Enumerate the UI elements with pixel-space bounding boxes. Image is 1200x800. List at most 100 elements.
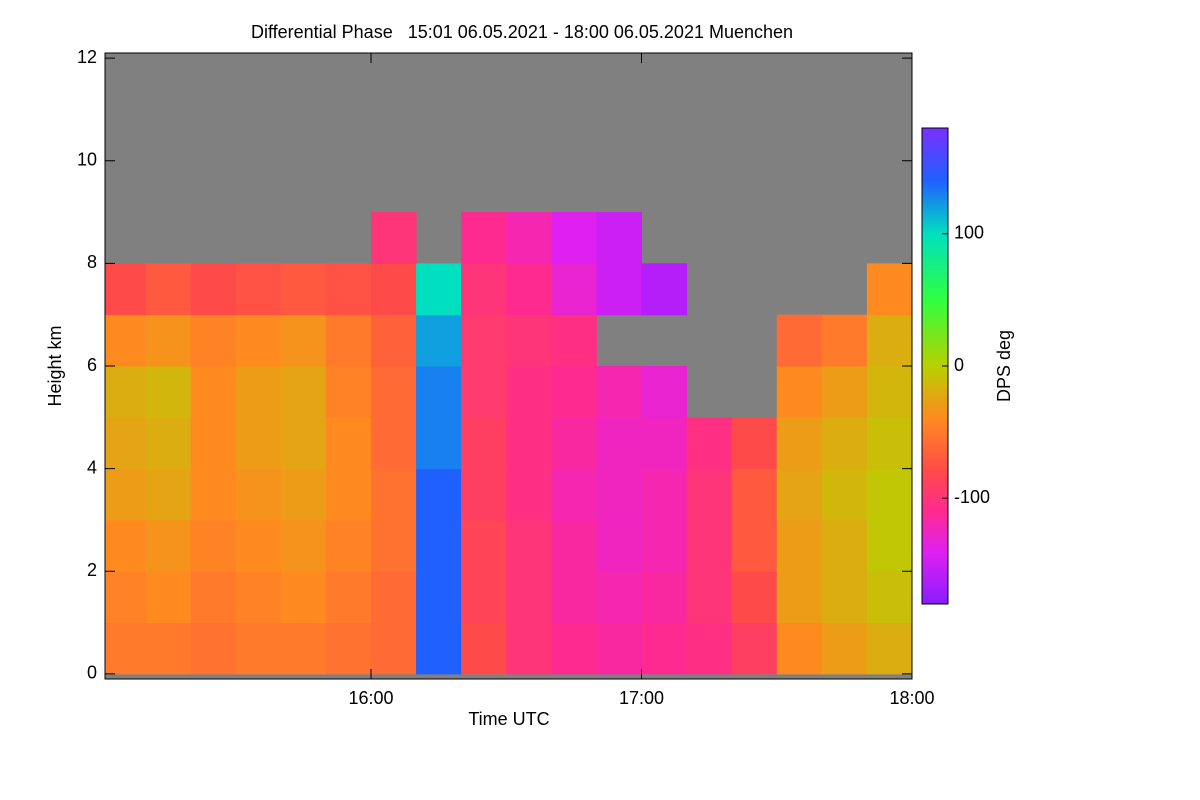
heatmap-cell	[145, 417, 192, 470]
heatmap-cell	[506, 417, 552, 470]
heatmap-cell	[325, 468, 372, 521]
heatmap-cell	[370, 314, 417, 367]
heatmap-cell	[370, 263, 417, 316]
heatmap-cell	[731, 468, 778, 521]
heatmap-cell	[325, 314, 372, 367]
y-tick-label: 4	[87, 457, 97, 477]
heatmap-cell	[866, 314, 913, 367]
heatmap-cell	[190, 314, 237, 367]
heatmap-cell	[596, 212, 642, 264]
colorbar-label: DPS deg	[994, 330, 1014, 402]
heatmap-cell	[461, 468, 507, 521]
heatmap-cell	[235, 468, 282, 521]
heatmap-cell	[731, 519, 778, 572]
heatmap-cell	[235, 314, 282, 367]
heatmap-cell	[235, 622, 282, 675]
heatmap-cell	[105, 314, 147, 367]
heatmap-cell	[190, 417, 237, 470]
heatmap-cell	[596, 468, 642, 521]
heatmap-cell	[731, 622, 778, 675]
heatmap-cell	[821, 468, 868, 521]
heatmap-cell	[506, 314, 552, 367]
heatmap-cell	[461, 622, 507, 675]
heatmap-cell	[461, 571, 507, 624]
y-tick-label: 8	[87, 252, 97, 272]
heatmap-cell	[866, 468, 913, 521]
heatmap-cell	[370, 622, 417, 675]
heatmap-cell	[105, 417, 147, 470]
heatmap-cell	[145, 519, 192, 572]
heatmap-cell	[190, 519, 237, 572]
heatmap-cell	[506, 212, 552, 264]
chart-title: Differential Phase 15:01 06.05.2021 - 18…	[251, 22, 793, 42]
heatmap-cell	[370, 468, 417, 521]
heatmap-cell	[190, 571, 237, 624]
heatmap-cell	[686, 519, 733, 572]
heatmap-cell	[821, 366, 868, 418]
heatmap-cell	[461, 366, 507, 418]
heatmap-cell	[190, 366, 237, 418]
heatmap-cell	[551, 212, 597, 264]
heatmap-cell	[686, 571, 733, 624]
heatmap-cell	[190, 622, 237, 675]
x-tick-label: 17:00	[619, 688, 664, 708]
heatmap-cell	[235, 263, 282, 316]
heatmap-cell	[416, 468, 462, 521]
heatmap-cell	[416, 263, 462, 316]
y-tick-label: 12	[77, 47, 97, 67]
y-tick-label: 6	[87, 355, 97, 375]
heatmap-cell	[596, 366, 642, 418]
heatmap-cell	[551, 622, 597, 675]
colorbar-tick-label: 0	[954, 355, 964, 375]
heatmap-cell	[551, 417, 597, 470]
heatmap-cell	[105, 366, 147, 418]
heatmap-cell	[416, 519, 462, 572]
heatmap-cell	[370, 212, 417, 264]
heatmap-cell	[776, 622, 823, 675]
heatmap-cell	[461, 519, 507, 572]
heatmap-cell	[325, 366, 372, 418]
x-axis-label: Time UTC	[468, 709, 549, 729]
colorbar-tick-label: 100	[954, 223, 984, 243]
heatmap-cell	[325, 622, 372, 675]
colorbar-tick-label: -100	[954, 487, 990, 507]
heatmap-cell	[686, 468, 733, 521]
heatmap-cell	[190, 263, 237, 316]
heatmap-cell	[551, 519, 597, 572]
heatmap-cell	[686, 622, 733, 675]
heatmap-cell	[596, 622, 642, 675]
heatmap-cell	[506, 263, 552, 316]
heatmap-cell	[641, 622, 688, 675]
heatmap-cell	[280, 519, 327, 572]
heatmap-cell	[105, 622, 147, 675]
heatmap-cell	[551, 468, 597, 521]
heatmap-cell	[105, 519, 147, 572]
x-tick-label: 16:00	[348, 688, 393, 708]
heatmap-cell	[731, 571, 778, 624]
heatmap-cell	[370, 571, 417, 624]
heatmap-cell	[776, 519, 823, 572]
heatmap-cell	[145, 468, 192, 521]
heatmap-cell	[461, 212, 507, 264]
heatmap-cell	[551, 571, 597, 624]
heatmap-cell	[461, 314, 507, 367]
heatmap-cell	[280, 366, 327, 418]
heatmap-cell	[866, 571, 913, 624]
x-tick-label: 18:00	[889, 688, 934, 708]
heatmap-cell	[105, 571, 147, 624]
heatmap-cell	[325, 571, 372, 624]
heatmap-cell	[596, 263, 642, 316]
heatmap-cell	[641, 417, 688, 470]
heatmap-cell	[235, 571, 282, 624]
heatmap-cell	[866, 519, 913, 572]
heatmap-cell	[641, 263, 688, 316]
heatmap-cell	[596, 417, 642, 470]
heatmap-cell	[866, 622, 913, 675]
heatmap-cell	[731, 417, 778, 470]
heatmap-cell	[596, 519, 642, 572]
heatmap-cell	[641, 571, 688, 624]
heatmap-cell	[145, 571, 192, 624]
heatmap-cell	[325, 263, 372, 316]
heatmap-cell	[461, 417, 507, 470]
